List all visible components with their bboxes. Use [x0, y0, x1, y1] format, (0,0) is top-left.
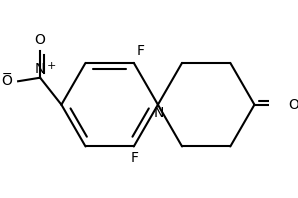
Text: F: F: [131, 151, 139, 166]
Text: O: O: [35, 33, 46, 47]
Text: −: −: [1, 68, 12, 81]
Text: O: O: [288, 98, 298, 112]
Text: O: O: [1, 74, 12, 88]
Text: +: +: [47, 61, 57, 71]
Text: F: F: [136, 44, 145, 58]
Text: N: N: [35, 62, 45, 76]
Text: N: N: [153, 106, 164, 120]
